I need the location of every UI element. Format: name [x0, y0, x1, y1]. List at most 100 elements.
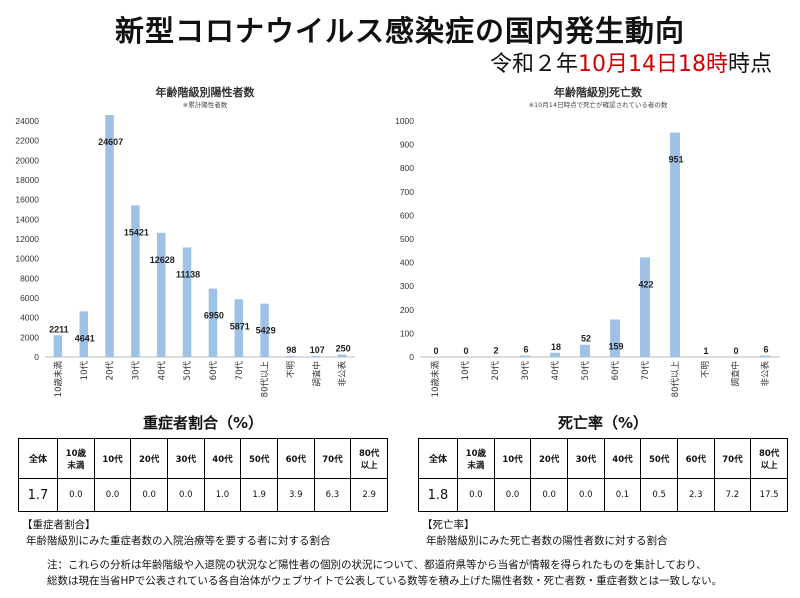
data-label: 250: [336, 344, 351, 354]
y-tick-label: 24000: [15, 116, 39, 126]
death-header-cell: 70代: [713, 438, 752, 479]
data-label: 15421: [124, 227, 149, 237]
bar: [580, 344, 590, 357]
death-value-cell: 0.1: [603, 478, 642, 512]
death-total-header: 全体: [418, 438, 458, 479]
bar: [520, 355, 530, 357]
bar: [79, 311, 89, 357]
x-tick-label: 80代以上: [260, 361, 271, 398]
data-label: 5871: [230, 321, 250, 331]
y-tick-label: 500: [400, 234, 414, 244]
bar: [156, 232, 166, 357]
as-of-date-value: 10月14日18時: [578, 52, 728, 77]
death-header-cell: 10歳 未満: [457, 438, 495, 479]
y-tick-label: 600: [400, 210, 414, 220]
data-label: 0: [463, 346, 468, 356]
y-tick-label: 8000: [20, 273, 39, 283]
y-tick-label: 1000: [395, 116, 414, 126]
y-tick-label: 700: [400, 187, 414, 197]
data-label: 2211: [49, 324, 69, 334]
bar: [260, 303, 269, 357]
data-label: 6950: [204, 311, 224, 321]
severe-header-cell: 20代: [130, 438, 168, 479]
bar: [760, 355, 770, 357]
y-tick-label: 900: [400, 140, 414, 150]
data-label: 2: [493, 346, 498, 356]
severe-header-cell: 80代 以上: [350, 438, 388, 479]
y-tick-label: 2000: [20, 332, 39, 342]
bar: [670, 132, 680, 357]
x-tick-label: 非公表: [337, 361, 348, 387]
footnote-line-1: 注：これらの分析は年齢階級や入退院の状況など陽性者の個別の状況について、都道府県…: [47, 559, 707, 571]
death-value-cell: 7.2: [713, 478, 752, 512]
data-label: 52: [581, 334, 591, 344]
data-label: 0: [733, 346, 738, 356]
y-tick-label: 10000: [15, 254, 39, 264]
data-label: 951: [668, 155, 683, 165]
as-of-suffix: 時点: [727, 52, 772, 77]
death-value-cell: 2.3: [676, 478, 715, 512]
death-rate-title: 死亡率（%）: [557, 414, 649, 432]
severe-value-cell: 0.0: [130, 478, 168, 512]
death-header-cell: 20代: [530, 438, 568, 479]
death-value-cell: 0.0: [493, 478, 532, 512]
y-tick-label: 18000: [15, 175, 39, 185]
x-tick-label: 40代: [156, 361, 167, 381]
x-tick-label: 20代: [105, 361, 116, 381]
data-label: 98: [286, 345, 296, 355]
data-label: 422: [638, 279, 653, 289]
death-chart-note: ※10月14日時点で死亡が確認されている者の数: [528, 101, 668, 109]
death-value-cell: 17.5: [750, 478, 788, 512]
severe-header-cell: 70代: [313, 438, 352, 479]
x-tick-label: 60代: [208, 361, 219, 381]
death-rate-note: 【死亡率】 年齢階級別にみた死亡者数の陽性者数に対する割合: [422, 517, 668, 549]
x-tick-label: 調査中: [311, 361, 322, 387]
severe-total-header: 全体: [18, 438, 58, 479]
severe-header-cell: 10歳 未満: [57, 438, 95, 479]
severe-value-cell: 0.0: [57, 478, 95, 512]
y-tick-label: 16000: [15, 195, 39, 205]
data-label: 6: [523, 345, 528, 355]
severe-header-cell: 60代: [276, 438, 315, 479]
severe-value-cell: 0.0: [166, 478, 205, 512]
x-tick-label: 不明: [286, 361, 296, 378]
data-label: 18: [551, 342, 561, 352]
bar: [234, 299, 244, 357]
severe-ratio-title: 重症者割合（%）: [142, 414, 264, 432]
y-tick-label: 14000: [15, 214, 39, 224]
bar: [337, 354, 347, 357]
x-tick-label: 10代: [460, 361, 471, 381]
death-value-cell: 0.0: [566, 478, 605, 512]
x-tick-label: 60代: [610, 361, 621, 381]
severe-header-cell: 30代: [166, 438, 205, 479]
data-label: 12628: [150, 255, 175, 265]
severe-ratio-table: 全体 10歳 未満 10代 20代 30代 40代 50代 60代 70代 80代 以上 1.7 0…: [18, 438, 388, 512]
positive-chart-title: 年齢階級別陽性者数: [155, 86, 255, 99]
x-tick-label: 不明: [701, 361, 711, 378]
as-of-date: 令和２年10月14日18時時点: [490, 46, 772, 78]
death-value-cell: 0.0: [457, 478, 495, 512]
death-header-cell: 80代 以上: [750, 438, 788, 479]
x-tick-label: 10歳未満: [53, 361, 64, 398]
data-label: 0: [433, 346, 438, 356]
bar: [182, 247, 192, 357]
y-tick-label: 0: [409, 352, 414, 362]
x-tick-label: 50代: [182, 361, 193, 381]
x-tick-label: 20代: [490, 361, 501, 381]
death-rate-table: 全体 10歳 未満 10代 20代 30代 40代 50代 60代 70代 80代 以上 1.8 0…: [418, 438, 788, 512]
y-tick-label: 800: [400, 163, 414, 173]
bar: [640, 257, 650, 357]
data-label: 1: [703, 346, 708, 356]
death-header-cell: 60代: [676, 438, 715, 479]
data-label: 11138: [176, 269, 200, 279]
y-tick-label: 22000: [15, 136, 39, 146]
severe-header-cell: 50代: [240, 438, 278, 479]
page-title: 新型コロナウイルス感染症の国内発生動向: [114, 14, 685, 48]
bar: [105, 115, 114, 358]
y-tick-label: 12000: [15, 234, 39, 244]
data-label: 159: [608, 341, 623, 351]
data-label: 6: [763, 345, 768, 355]
x-tick-label: 50代: [580, 361, 591, 381]
y-tick-label: 400: [400, 258, 414, 268]
y-tick-label: 200: [400, 305, 414, 315]
